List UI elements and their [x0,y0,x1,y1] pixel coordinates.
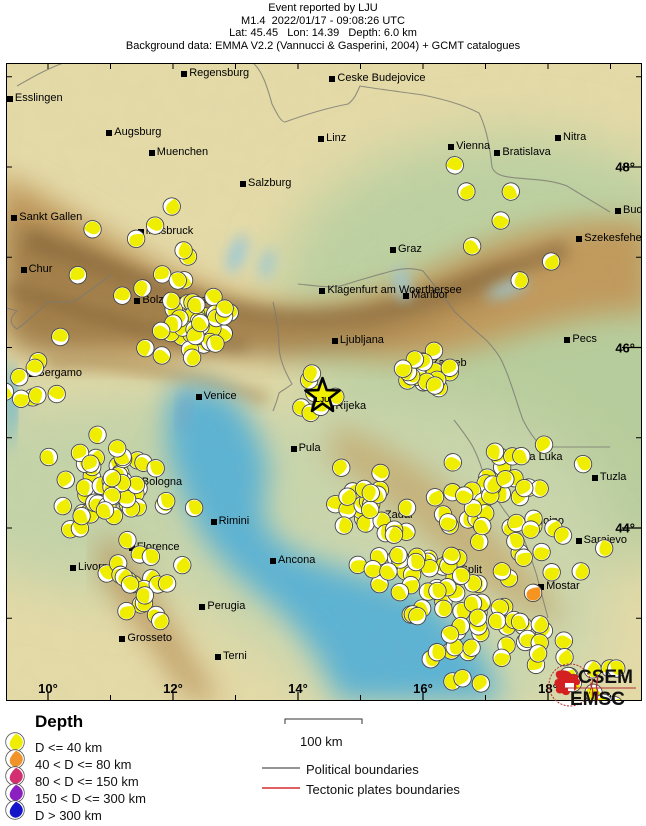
svg-text:CSEM: CSEM [578,667,633,688]
